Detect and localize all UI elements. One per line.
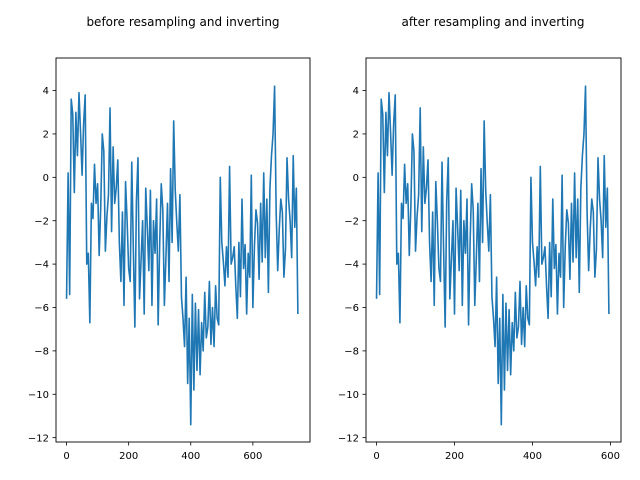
right-y-tick-label: 2 [353,130,359,141]
left-x-tick-label: 200 [119,451,138,462]
left-y-tick-label: −2 [34,216,49,227]
right-x-tick-label: 200 [445,451,464,462]
left-y-tick-label: −4 [34,260,49,271]
right-subplot: after resampling and inverting 0 200 400 60… [338,15,622,462]
left-y-tick-label: −12 [28,433,49,444]
right-axes-frame [365,57,622,443]
left-subplot-title: before resampling and inverting [86,15,279,29]
left-y-tick-label: 4 [43,86,49,97]
right-x-tick-label: 0 [373,451,379,462]
right-y-tick-label: −4 [344,260,359,271]
right-y-tick-label: −2 [344,216,359,227]
right-x-tick-label: 400 [523,451,542,462]
left-series-line-0 [65,85,299,426]
right-y-tick-label: −10 [338,390,359,401]
right-series-line-0 [375,85,610,426]
right-x-tick-label: 600 [601,451,620,462]
left-x-tick-label: 400 [181,451,200,462]
left-x-tick-label: 0 [63,451,69,462]
left-axes-frame [55,57,311,443]
left-y-tick-label: −6 [34,303,49,314]
left-y-tick-label: −8 [34,346,49,357]
right-y-tick-label: −6 [344,303,359,314]
right-subplot-title: after resampling and inverting [402,15,585,29]
right-plot-area: 0 200 400 600 −12 −10 −8 −6 −4 −2 0 2 4 [338,85,620,462]
left-subplot: before resampling and inverting 0 200 400 6… [28,15,311,462]
right-y-tick-label: 4 [353,86,359,97]
right-y-tick-label: 0 [353,173,359,184]
left-y-tick-label: 0 [43,173,49,184]
left-plot-area: 0 200 400 600 −12 −10 −8 −6 −4 −2 0 2 4 [28,85,299,462]
right-y-tick-label: −8 [344,346,359,357]
left-y-tick-label: −10 [28,390,49,401]
left-y-tick-label: 2 [43,130,49,141]
right-y-tick-label: −12 [338,433,359,444]
left-x-tick-label: 600 [243,451,262,462]
